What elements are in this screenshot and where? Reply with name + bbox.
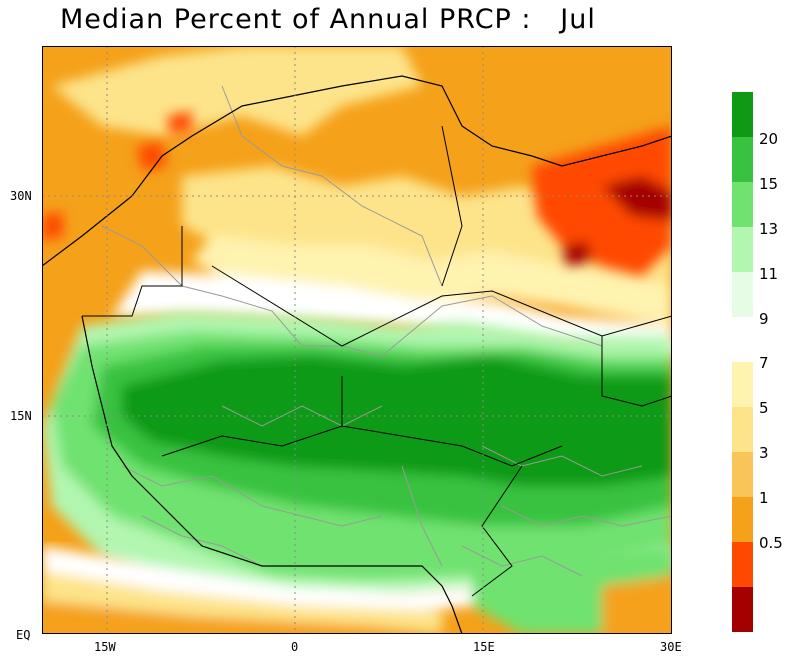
sahel-dark-green — [122, 356, 672, 486]
lon-label-0: 0 — [291, 640, 299, 654]
color-legend: 20 15 13 11 9 7 5 3 1 0.5 — [732, 92, 792, 632]
lat-label-30n: 30N — [10, 189, 32, 203]
legend-swatch-15 — [732, 137, 753, 182]
lat-label-15n: 15N — [10, 409, 32, 423]
sahara-light-band — [192, 236, 672, 326]
legend-label-7: 7 — [759, 354, 769, 372]
dark-red-spot-2 — [562, 241, 592, 266]
lon-label-15e: 15E — [473, 640, 495, 654]
country-borders — [101, 85, 672, 577]
legend-label-20: 20 — [759, 130, 779, 148]
legend-swatch-20 — [732, 92, 753, 137]
coastline — [42, 75, 672, 634]
legend-label-1: 1 — [759, 489, 769, 507]
legend-label-9: 9 — [759, 310, 769, 328]
grid-lines — [42, 46, 672, 634]
red-spot-northwest — [167, 111, 192, 134]
legend-swatch-13 — [732, 182, 753, 227]
legend-swatch-0-5 — [732, 542, 753, 587]
map-title: Median Percent of Annual PRCP : Jul — [60, 4, 596, 35]
legend-label-3: 3 — [759, 444, 769, 462]
lon-label-15w: 15W — [94, 640, 116, 654]
libya-egypt-red-area — [532, 126, 672, 276]
red-spot-coast — [42, 211, 64, 241]
legend-swatch-7 — [732, 362, 753, 407]
legend-swatch-bottom — [732, 587, 753, 632]
legend-label-11: 11 — [759, 265, 779, 283]
red-spot-west — [137, 141, 167, 171]
legend-swatch-11 — [732, 227, 753, 272]
legend-swatch-9 — [732, 272, 753, 317]
legend-label-0-5: 0.5 — [759, 534, 783, 552]
map-frame — [42, 46, 672, 634]
lat-label-eq: EQ — [16, 628, 31, 642]
legend-swatch-5 — [732, 407, 753, 452]
major-borders — [82, 125, 672, 597]
legend-label-15: 15 — [759, 175, 779, 193]
legend-swatch-3 — [732, 452, 753, 497]
legend-label-13: 13 — [759, 220, 779, 238]
legend-label-5: 5 — [759, 399, 769, 417]
lon-label-30e: 30E — [660, 640, 682, 654]
pale-band-north-coast — [52, 46, 422, 136]
gulf-orange-band — [42, 601, 442, 634]
legend-swatch-1 — [732, 497, 753, 542]
central-africa-orange — [602, 576, 672, 634]
dark-red-spot — [602, 176, 672, 221]
precipitation-map — [42, 46, 672, 634]
